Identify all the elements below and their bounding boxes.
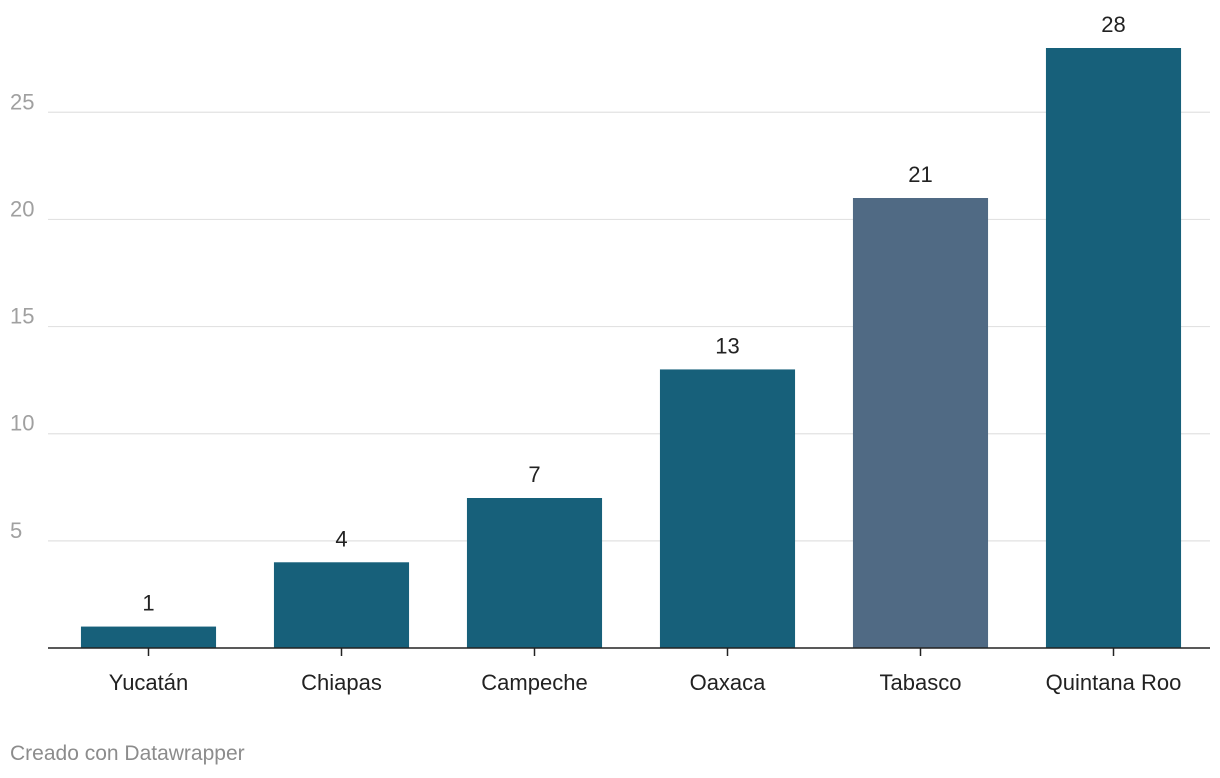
bar (273, 562, 410, 648)
y-tick-label: 25 (10, 89, 34, 114)
bars (80, 48, 1182, 648)
x-axis-category-labels: Yucatán Chiapas Campeche Oaxaca Tabasco Quint… (109, 670, 1182, 695)
x-category-label: Chiapas (301, 670, 382, 695)
x-category-label: Yucatán (109, 670, 189, 695)
value-labels: 1 4 7 13 21 28 (142, 12, 1125, 616)
x-category-label: Oaxaca (690, 670, 767, 695)
bar (852, 198, 989, 648)
bar-value-label: 4 (335, 526, 347, 551)
bar-value-label: 21 (908, 162, 932, 187)
y-axis-tick-labels: 5 10 15 20 25 (10, 89, 34, 543)
y-tick-label: 5 (10, 518, 22, 543)
x-category-label: Tabasco (880, 670, 962, 695)
y-tick-label: 20 (10, 196, 34, 221)
y-tick-label: 10 (10, 411, 34, 436)
bar-value-label: 28 (1101, 12, 1125, 37)
bar-value-label: 13 (715, 333, 739, 358)
y-tick-label: 15 (10, 304, 34, 329)
x-axis (48, 647, 1210, 656)
bar-value-label: 7 (528, 462, 540, 487)
bar (1045, 48, 1182, 648)
x-category-label: Campeche (481, 670, 587, 695)
gridlines (48, 111, 1210, 542)
x-category-label: Quintana Roo (1046, 670, 1182, 695)
bar (80, 626, 217, 648)
bar-value-label: 1 (142, 591, 154, 616)
bar (659, 369, 796, 648)
bar (466, 498, 603, 648)
datawrapper-credit: Creado con Datawrapper (10, 742, 245, 765)
